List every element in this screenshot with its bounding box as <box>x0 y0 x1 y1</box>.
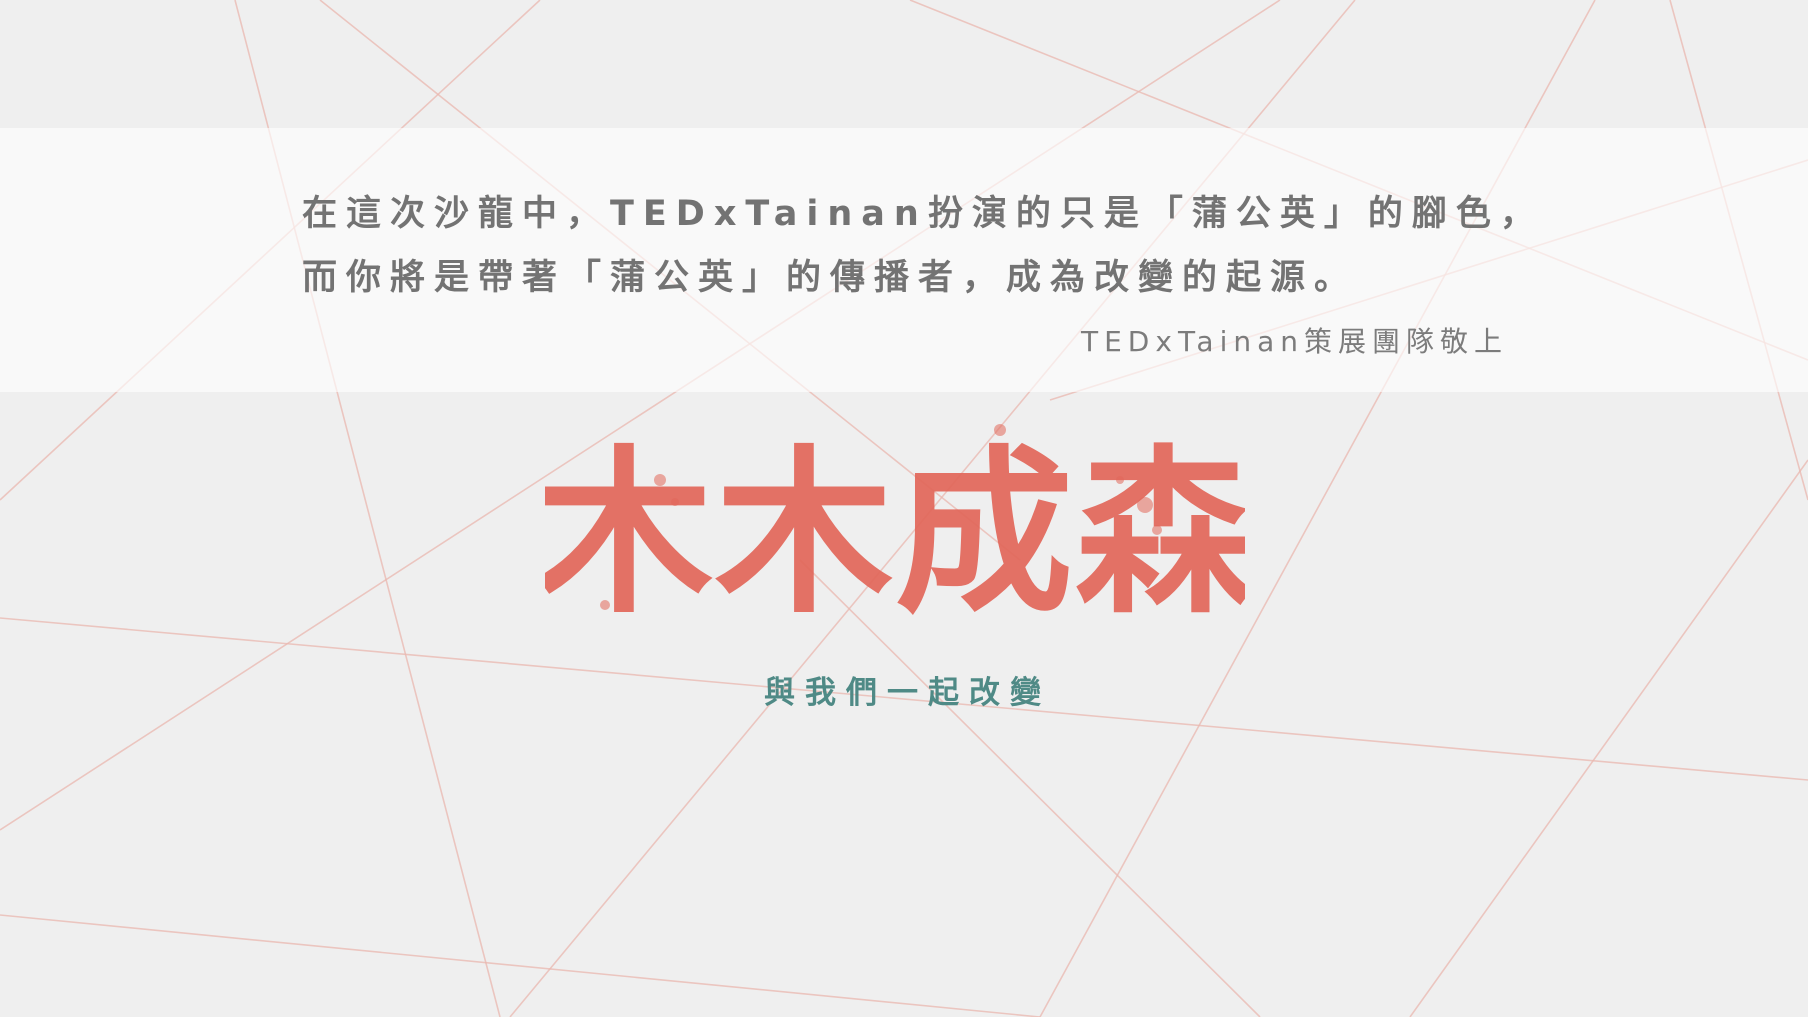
calligraphy-logo: 木木成森 <box>545 424 1245 637</box>
quote-band <box>0 128 1808 392</box>
quote-line-2: 而你將是帶著「蒲公英」的傳播者，成為改變的起源。 <box>302 258 1359 298</box>
quote-signature: TEDxTainan策展團隊敬上 <box>1081 325 1508 358</box>
logo-text: 木木成森 <box>545 428 1245 637</box>
tagline: 與我們一起改變 <box>764 675 1051 711</box>
quote-line-1: 在這次沙龍中，TEDxTainan扮演的只是「蒲公英」的腳色， <box>302 194 1544 234</box>
